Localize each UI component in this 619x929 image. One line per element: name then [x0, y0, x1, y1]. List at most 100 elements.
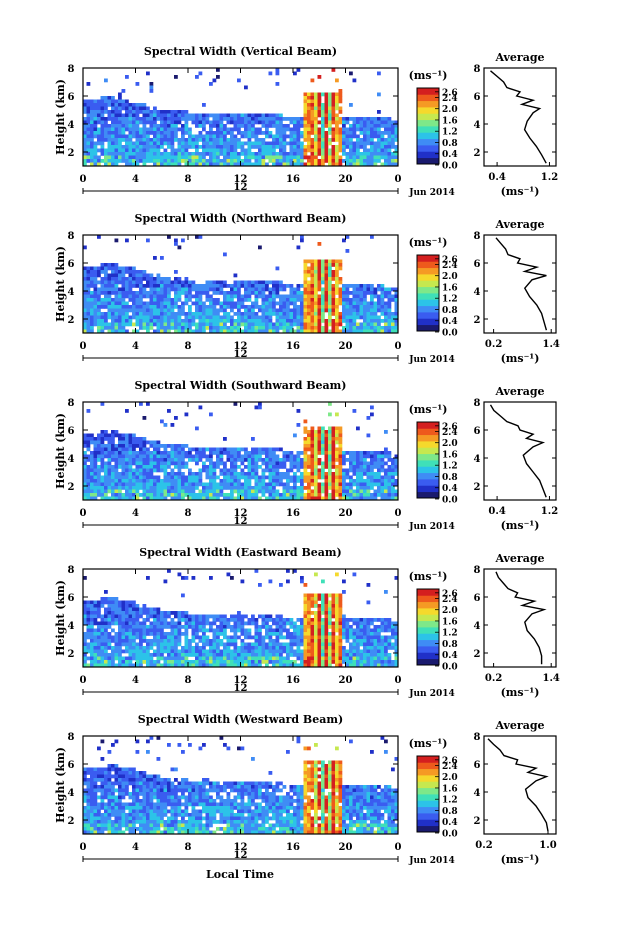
heatmap-cell [146, 402, 150, 406]
heatmap-cell [181, 660, 185, 664]
heatmap-cell [146, 656, 150, 661]
heatmap-cell [104, 106, 108, 111]
heatmap-cell [244, 322, 248, 327]
heatmap-cell [205, 635, 210, 640]
heatmap-cell [328, 468, 332, 473]
heatmap-cell [107, 127, 112, 132]
heatmap-cell [181, 618, 185, 622]
heatmap-cell [254, 486, 259, 490]
heatmap-cell [377, 319, 381, 323]
heatmap-cell [359, 284, 364, 288]
heatmap-cell [237, 298, 241, 302]
heatmap-cell [366, 465, 371, 469]
heatmap-cell [265, 294, 269, 299]
heatmap-cell [324, 117, 329, 121]
heatmap-cell [191, 625, 196, 629]
heatmap-cell [230, 315, 234, 320]
heatmap-cell [317, 475, 322, 480]
heatmap-cell [209, 82, 213, 86]
heatmap-cell [275, 127, 280, 132]
heatmap-cell [132, 440, 136, 445]
heatmap-cell [125, 409, 129, 413]
heatmap-cell [310, 145, 315, 149]
heatmap-cell [223, 134, 227, 139]
heatmap-cell [247, 322, 252, 327]
heatmap-cell [370, 461, 374, 466]
heatmap-cell [107, 298, 112, 302]
heatmap-cell [244, 458, 248, 462]
heatmap-cell [125, 635, 129, 640]
colorbar-swatch [417, 453, 439, 461]
heatmap-cell [107, 635, 112, 640]
heatmap-cell [86, 329, 91, 334]
heatmap-cell [377, 117, 381, 121]
heatmap-cell [244, 475, 248, 480]
heatmap-cell [314, 468, 318, 473]
heatmap-cell [251, 131, 255, 135]
heatmap-cell [118, 319, 122, 323]
heatmap-cell [230, 493, 234, 497]
heatmap-cell [191, 489, 196, 494]
heatmap-cell [83, 266, 87, 271]
heatmap-cell [286, 155, 290, 160]
heatmap-cell [198, 472, 203, 476]
heatmap-cell [363, 152, 367, 156]
heatmap-cell [380, 301, 385, 306]
heatmap-cell [209, 322, 213, 327]
heatmap-cell [163, 287, 168, 292]
heatmap-cell [373, 329, 378, 334]
heatmap-cells [83, 235, 399, 334]
heatmap-cell [233, 291, 238, 295]
heatmap-cell [198, 660, 203, 664]
heatmap-cell [163, 120, 168, 125]
heatmap-cell [170, 280, 175, 285]
heatmap-cell [331, 451, 336, 455]
heatmap-cell [314, 294, 318, 299]
heatmap-cell [149, 475, 154, 480]
heatmap-cell [83, 280, 87, 285]
heatmap-cell [254, 141, 259, 146]
heatmap-cell [177, 138, 182, 142]
heatmap-cell [310, 78, 315, 83]
heatmap-cell [86, 444, 91, 448]
heatmap-cell [139, 110, 143, 114]
heatmap-cell [265, 305, 269, 309]
heatmap-cell [338, 458, 343, 462]
heatmap-cell [296, 148, 301, 153]
heatmap-cell [352, 319, 357, 323]
heatmap-cell [163, 294, 168, 299]
heatmap-cell [321, 294, 325, 299]
heatmap-cell [174, 162, 178, 167]
heatmap-cell [247, 145, 252, 149]
heatmap-cell [345, 472, 350, 476]
heatmap-cell [149, 294, 154, 299]
heatmap-cell [328, 120, 332, 125]
heatmap-cell [167, 319, 171, 323]
heatmap-cell [272, 496, 276, 501]
heatmap-cell [107, 273, 112, 278]
heatmap-cell [163, 660, 168, 664]
heatmap-cell [97, 141, 101, 146]
heatmap-cell [97, 326, 101, 330]
heatmap-cell [265, 127, 269, 132]
heatmap-cell [261, 284, 266, 288]
heatmap-cell [195, 479, 199, 483]
heatmap-cell [153, 447, 157, 452]
heatmap-cell [170, 131, 175, 135]
heatmap-cell [135, 117, 140, 121]
heatmap-cell [244, 159, 248, 163]
heatmap-cell [384, 496, 388, 501]
heatmap-cell [219, 458, 224, 462]
heatmap-cell [149, 461, 154, 466]
heatmap-cell [135, 451, 140, 455]
heatmap-cell [289, 329, 294, 334]
heatmap-cell [163, 614, 168, 619]
heatmap-cell [97, 663, 101, 668]
heatmap-cell [198, 287, 203, 292]
heatmap-cell [247, 134, 252, 139]
heatmap-cell [310, 496, 315, 501]
heatmap-cell [345, 468, 350, 473]
average-title: Average [494, 385, 544, 398]
heatmap-cell [146, 291, 150, 295]
heatmap-cell [195, 298, 199, 302]
